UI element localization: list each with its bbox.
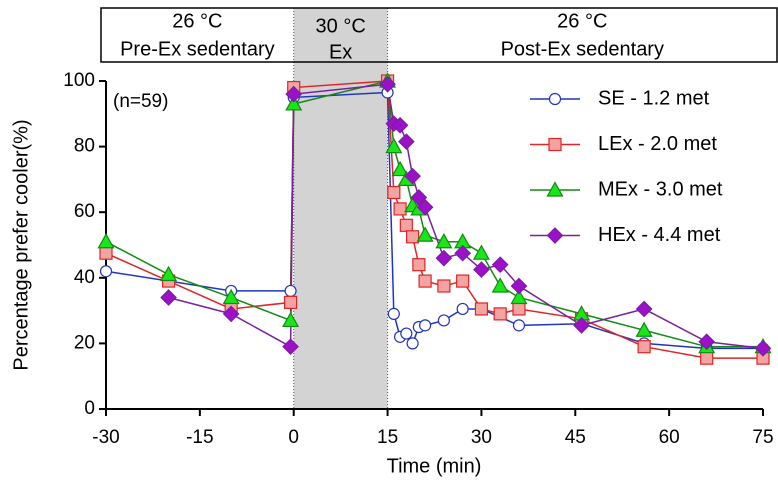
marker: [548, 137, 562, 152]
marker: [391, 116, 409, 134]
marker: [546, 227, 564, 244]
marker: [387, 307, 400, 320]
x-tick-label: 60: [659, 427, 680, 448]
marker: [548, 92, 562, 106]
marker: [700, 351, 714, 365]
legend-label: HEx - 4.4 met: [598, 224, 721, 246]
marker: [99, 246, 113, 260]
x-tick-label: -30: [92, 427, 119, 448]
y-tick-label: 60: [74, 201, 95, 222]
marker: [637, 340, 651, 354]
shaded-region: [293, 8, 388, 409]
marker: [285, 85, 303, 103]
x-tick-label: 30: [471, 427, 492, 448]
header-text: 30 °C: [316, 15, 366, 37]
marker: [472, 244, 490, 260]
header-text: Pre-Ex sedentary: [120, 38, 275, 60]
marker: [437, 314, 450, 327]
x-tick-label: -15: [186, 427, 213, 448]
marker: [454, 244, 472, 262]
marker: [406, 337, 419, 350]
series-line: [105, 80, 763, 359]
marker: [456, 302, 469, 316]
marker: [222, 305, 240, 323]
marker: [510, 288, 528, 305]
marker: [754, 339, 772, 357]
marker: [493, 307, 507, 321]
marker: [416, 198, 434, 216]
header-box: [100, 7, 778, 63]
marker: [473, 261, 490, 278]
marker: [404, 167, 421, 185]
marker: [385, 137, 403, 154]
marker: [282, 311, 300, 328]
marker: [635, 300, 653, 318]
header-text: Ex: [329, 41, 352, 63]
x-tick-label: 75: [752, 427, 773, 448]
x-tick-label: 45: [565, 427, 586, 448]
y-axis-label: Percentage prefer cooler(%): [10, 119, 32, 370]
header-text: Post-Ex sedentary: [501, 38, 664, 60]
marker: [435, 249, 453, 267]
y-tick-label: 0: [84, 398, 95, 419]
y-tick-label: 20: [74, 332, 95, 353]
marker: [160, 265, 178, 282]
marker: [491, 277, 509, 293]
marker: [437, 279, 451, 293]
marker: [419, 319, 432, 332]
marker: [400, 327, 413, 340]
marker: [222, 288, 240, 305]
y-tick-label: 100: [63, 70, 95, 91]
marker: [573, 317, 590, 334]
legend-label: LEx - 2.0 met: [598, 133, 717, 155]
annotation: (n=59): [113, 91, 168, 112]
marker: [406, 230, 420, 244]
marker: [635, 321, 653, 337]
legend-label: SE - 1.2 met: [598, 87, 710, 109]
marker: [698, 333, 716, 351]
marker: [99, 265, 113, 278]
marker: [416, 226, 434, 242]
marker: [435, 232, 453, 249]
marker: [418, 274, 432, 288]
y-tick-label: 40: [74, 267, 95, 288]
x-tick-label: 0: [288, 427, 299, 448]
x-axis-label: Time (min): [387, 455, 482, 477]
marker: [510, 277, 528, 295]
marker: [512, 302, 526, 316]
marker: [283, 295, 298, 309]
marker: [410, 189, 428, 206]
marker: [491, 256, 509, 274]
marker: [512, 319, 526, 332]
header-text: 26 °C: [172, 10, 222, 32]
marker: [379, 75, 396, 93]
marker: [546, 181, 564, 197]
x-tick-label: 15: [377, 427, 398, 448]
marker: [456, 274, 470, 288]
series-line: [105, 91, 763, 350]
marker: [412, 258, 426, 272]
marker: [284, 284, 297, 298]
y-tick-label: 80: [74, 136, 95, 157]
marker: [393, 202, 407, 216]
marker: [474, 302, 489, 316]
marker: [391, 160, 409, 177]
marker: [285, 95, 303, 111]
header-text: 26 °C: [557, 10, 607, 32]
marker: [282, 338, 299, 356]
marker: [97, 232, 115, 249]
legend-label: MEx - 3.0 met: [598, 178, 723, 200]
marker: [387, 185, 401, 200]
marker: [399, 218, 413, 232]
marker: [397, 133, 415, 151]
marker: [160, 289, 177, 306]
